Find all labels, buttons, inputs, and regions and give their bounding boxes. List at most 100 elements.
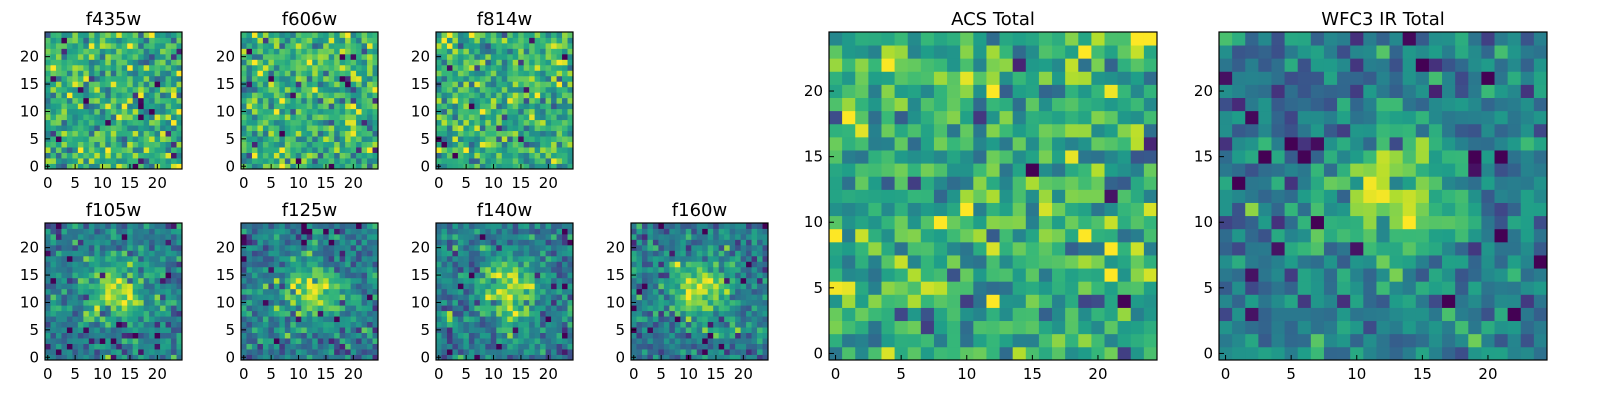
heatmap-cell: [735, 266, 741, 273]
heatmap-cell: [551, 266, 557, 273]
heatmap-cell: [512, 310, 519, 317]
heatmap-cell: [116, 332, 123, 339]
heatmap-cell: [273, 244, 280, 251]
heatmap-cell: [257, 37, 264, 44]
heatmap-cell: [66, 158, 73, 164]
heatmap-cell: [1130, 320, 1145, 335]
heatmap-cell: [920, 110, 935, 125]
heatmap-cell: [551, 42, 557, 49]
heatmap-cell: [372, 288, 379, 295]
heatmap-cell: [301, 70, 308, 77]
heatmap-cell: [127, 228, 134, 235]
heatmap-cell: [83, 147, 90, 153]
heatmap-cell: [1104, 202, 1119, 217]
heatmap-cell: [88, 272, 95, 279]
heatmap-cell: [350, 119, 357, 126]
heatmap-cell: [501, 125, 508, 132]
heatmap-cell: [50, 233, 57, 240]
heatmap-cell: [356, 343, 362, 350]
heatmap-cell: [1091, 189, 1105, 203]
heatmap-cell: [55, 338, 62, 344]
heatmap-cell: [567, 354, 574, 361]
heatmap-cell: [138, 266, 145, 273]
heatmap-cell: [262, 92, 269, 99]
heatmap-cell: [551, 92, 557, 99]
heatmap-cell: [986, 228, 1000, 243]
heatmap-cell: [551, 114, 557, 121]
heatmap-cell: [72, 81, 79, 88]
heatmap-cell: [323, 283, 330, 290]
heatmap-cell: [1025, 136, 1040, 151]
heatmap-cell: [251, 299, 258, 306]
heatmap-cell: [339, 310, 346, 317]
heatmap-cell: [986, 215, 1000, 230]
heatmap-cell: [669, 338, 676, 344]
heatmap-cell: [50, 37, 57, 44]
heatmap-cell: [757, 316, 763, 323]
heatmap-cell: [171, 97, 177, 104]
heatmap-cell: [176, 228, 183, 235]
heatmap-cell: [501, 310, 508, 317]
heatmap-cell: [361, 86, 368, 93]
heatmap-cell: [490, 70, 497, 77]
heatmap-cell: [334, 64, 341, 71]
heatmap-cell: [1038, 346, 1053, 361]
heatmap-cell: [334, 141, 341, 148]
heatmap-cell: [441, 277, 448, 284]
heatmap-cell: [61, 261, 68, 268]
heatmap-cell: [523, 130, 530, 137]
heatmap-cell: [529, 70, 536, 77]
heatmap-cell: [501, 266, 508, 273]
heatmap-cell: [534, 349, 541, 355]
heatmap-cell: [468, 266, 475, 273]
heatmap-cell: [149, 147, 155, 153]
heatmap-cell: [55, 119, 62, 126]
heatmap-cell: [441, 266, 448, 273]
heatmap-cell: [176, 349, 183, 355]
heatmap-cell: [99, 305, 106, 312]
heatmap-cell: [61, 277, 68, 284]
heatmap-cell: [474, 338, 481, 344]
heatmap-cell: [154, 321, 161, 328]
heatmap-cell: [496, 70, 503, 77]
heatmap-cell: [523, 75, 530, 82]
heatmap-cell: [457, 321, 464, 328]
heatmap-cell: [50, 32, 57, 38]
heatmap-cell: [290, 272, 297, 279]
heatmap-cell: [947, 163, 961, 177]
heatmap-cell: [496, 147, 503, 153]
heatmap-cell: [306, 130, 313, 137]
heatmap-cell: [691, 244, 698, 251]
heatmap-cell: [50, 261, 57, 268]
heatmap-cell: [724, 223, 731, 229]
heatmap-cell: [154, 53, 161, 60]
heatmap-cell: [165, 37, 172, 44]
heatmap-cell: [663, 228, 670, 235]
heatmap-cell: [339, 354, 346, 361]
heatmap-cell: [273, 332, 280, 339]
x-tick-label: 20: [344, 365, 363, 383]
heatmap-cell: [663, 277, 670, 284]
heatmap-cell: [680, 338, 687, 344]
heatmap-cell: [241, 114, 247, 121]
heatmap-cell: [507, 158, 514, 164]
heatmap-cell: [350, 239, 357, 246]
heatmap-cell: [562, 223, 568, 229]
heatmap-cell: [740, 349, 747, 355]
heatmap-cell: [367, 228, 373, 235]
heatmap-cell: [149, 244, 155, 251]
heatmap-cell: [534, 37, 541, 44]
heatmap-cell: [176, 321, 183, 328]
heatmap-cell: [132, 310, 139, 317]
heatmap-cell: [61, 305, 68, 312]
heatmap-cell: [735, 233, 741, 240]
heatmap-cell: [529, 59, 536, 66]
heatmap-cell: [496, 349, 503, 355]
heatmap-cell: [323, 299, 330, 306]
heatmap-cell: [61, 288, 68, 295]
heatmap-cell: [176, 103, 183, 110]
heatmap-cell: [551, 141, 557, 148]
heatmap-cell: [518, 349, 525, 355]
heatmap-cell: [496, 321, 503, 328]
heatmap-cell: [735, 299, 741, 306]
